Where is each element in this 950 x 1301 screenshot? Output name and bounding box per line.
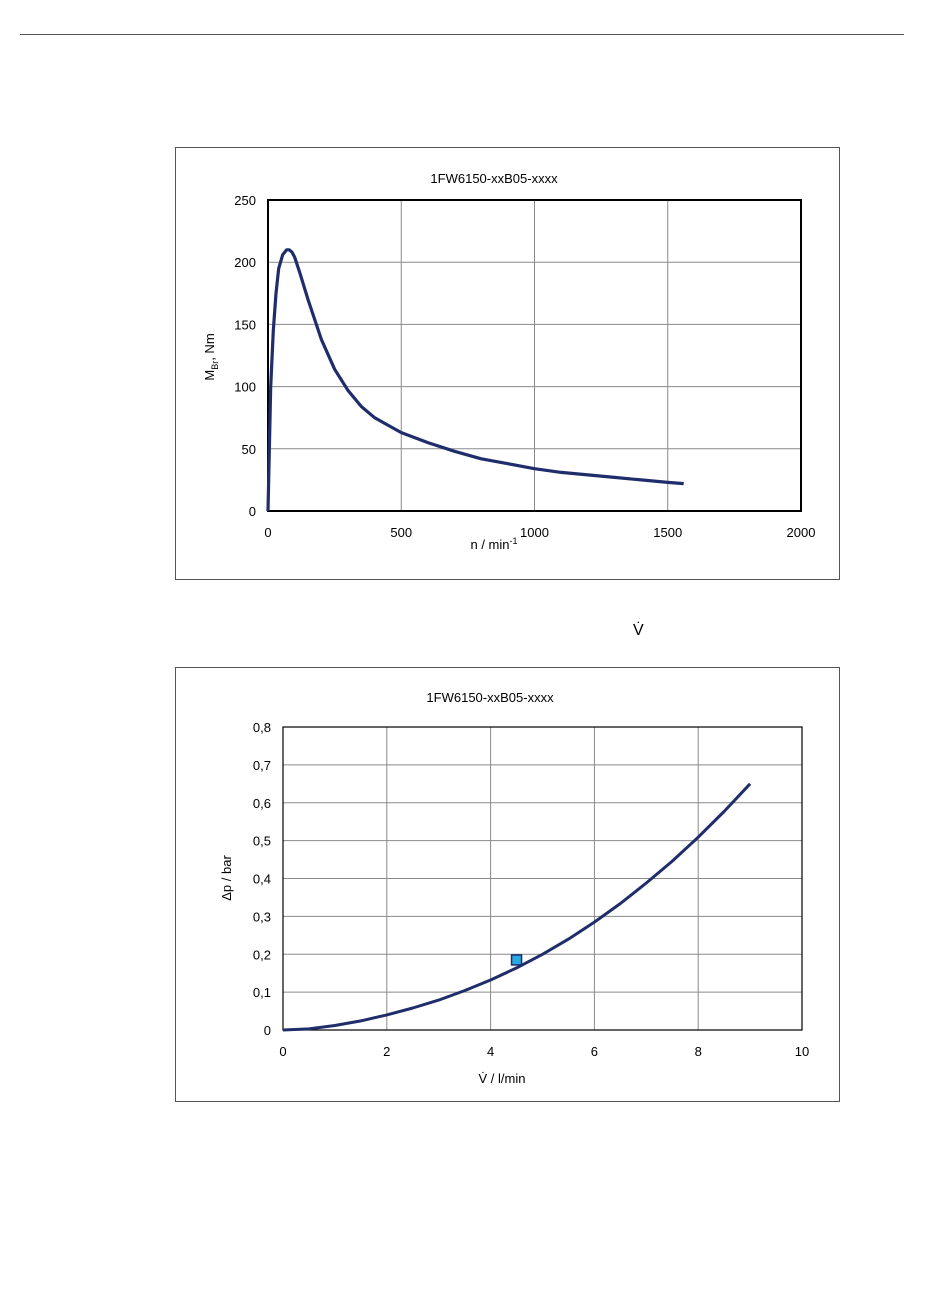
x-tick-label: 500: [390, 525, 412, 540]
pressure-drop-chart-svg: 1FW6150-xxB05-xxxx 0 2 4 6 8 10 0 0,1 0,2 0,3 0,4…: [219, 690, 809, 1086]
x-tick-label: 1000: [520, 525, 549, 540]
operating-point-marker: [510, 954, 523, 966]
braking-torque-chart-svg: 1FW6150-xxB05-xxxx 0 500 1000 1500 2000 0 50 1…: [202, 171, 816, 552]
y-axis-label: Δp / bar: [219, 855, 234, 901]
x-tick-label: 4: [487, 1044, 494, 1059]
plot-area-border: [267, 199, 802, 512]
y-tick-label: 0,6: [253, 796, 271, 811]
y-axis-label-main: M: [202, 370, 217, 381]
y-tick-label: 50: [242, 442, 256, 457]
y-tick-label: 150: [234, 317, 256, 332]
chart-title: 1FW6150-xxB05-xxxx: [430, 171, 558, 186]
x-tick-label: 1500: [653, 525, 682, 540]
flow-rate-symbol: V̇: [633, 622, 644, 639]
x-axis-label: n / min-1: [470, 536, 517, 552]
x-tick-label: 2000: [787, 525, 816, 540]
y-tick-label: 200: [234, 255, 256, 270]
x-axis-label-main: n / min: [470, 537, 509, 552]
x-tick-label: 6: [591, 1044, 598, 1059]
y-tick-label: 100: [234, 380, 256, 395]
y-tick-label: 0: [264, 1023, 271, 1038]
x-tick-label: 8: [695, 1044, 702, 1059]
y-tick-label: 250: [234, 193, 256, 208]
plot-area-border: [282, 726, 803, 1031]
y-tick-label: 0,8: [253, 720, 271, 735]
x-axis-label: V̇ / l/min: [479, 1071, 526, 1086]
x-axis-label-sup: -1: [510, 536, 518, 546]
page-top-rule: [20, 34, 904, 35]
y-tick-label: 0,3: [253, 909, 271, 924]
braking-torque-chart: 1FW6150-xxB05-xxxx 0 500 1000 1500 2000 0 50 1…: [175, 147, 840, 580]
y-tick-label: 0,7: [253, 758, 271, 773]
chart-title: 1FW6150-xxB05-xxxx: [426, 690, 554, 705]
y-tick-label: 0,2: [253, 947, 271, 962]
series-line: [282, 782, 752, 1032]
y-axis-label-rest: , Nm: [202, 333, 217, 360]
x-tick-label: 10: [795, 1044, 809, 1059]
x-tick-label: 0: [279, 1044, 286, 1059]
pressure-drop-chart: 1FW6150-xxB05-xxxx 0 2 4 6 8 10 0 0,1 0,2 0,3 0,4…: [175, 667, 840, 1102]
y-axis-label: MBr, Nm: [202, 333, 220, 380]
y-tick-label: 0,5: [253, 834, 271, 849]
y-tick-label: 0,1: [253, 985, 271, 1000]
series-line: [266, 248, 684, 512]
y-tick-label: 0: [249, 504, 256, 519]
x-tick-label: 2: [383, 1044, 390, 1059]
y-axis-label-sub: Br: [210, 361, 220, 370]
x-tick-label: 0: [264, 525, 271, 540]
y-tick-label: 0,4: [253, 872, 271, 887]
